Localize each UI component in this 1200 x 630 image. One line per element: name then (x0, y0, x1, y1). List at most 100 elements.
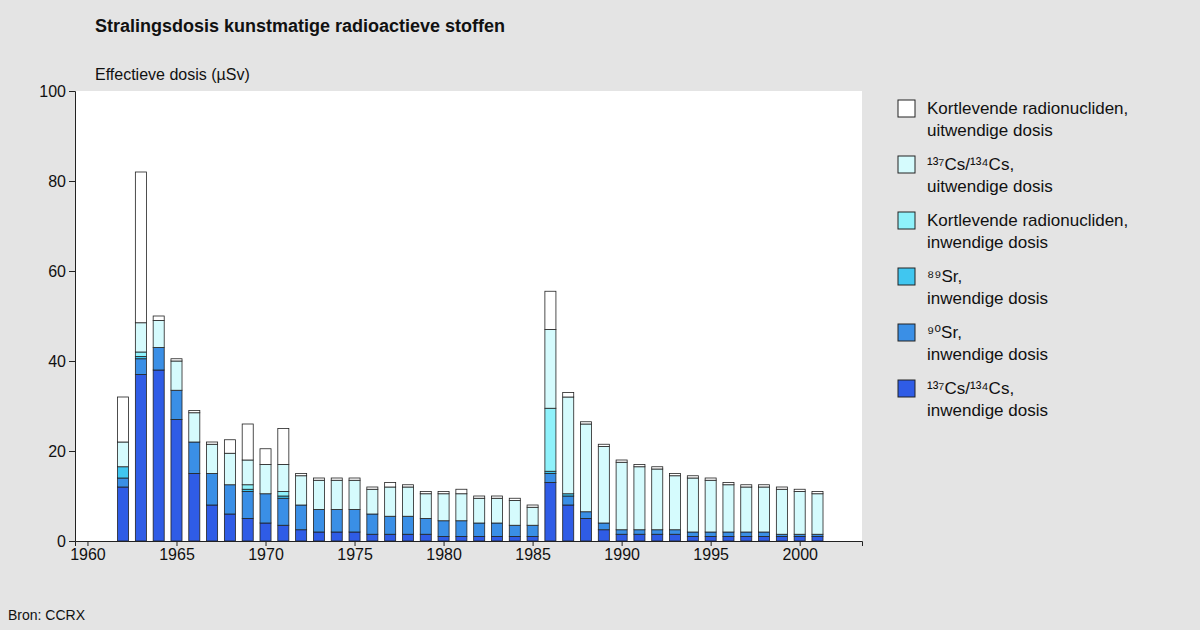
bar-segment (438, 494, 449, 521)
bar-segment (349, 478, 360, 480)
bar-segment (670, 474, 681, 476)
bar-segment (598, 444, 609, 446)
bar-segment (118, 478, 129, 487)
title: Stralingsdosis kunstmatige radioactieve … (95, 16, 505, 36)
bar-segment (616, 534, 627, 541)
x-tick-label: 1980 (426, 546, 462, 563)
y-axis-title: Effectieve dosis (µSv) (95, 66, 250, 83)
y-tick-mark (69, 361, 75, 362)
bar-segment (349, 532, 360, 541)
y-tick-label: 0 (57, 533, 66, 550)
bar-segment (207, 505, 218, 541)
y-tick-label: 100 (39, 83, 66, 100)
bar-segment (741, 532, 752, 537)
series-bars (118, 357, 574, 499)
bar-segment (153, 370, 164, 541)
legend-swatch (898, 268, 915, 285)
bar-segment (580, 519, 591, 542)
bar-segment (153, 321, 164, 348)
bar-segment (491, 496, 502, 498)
bar-segment (545, 291, 556, 329)
bar-segment (135, 375, 146, 542)
bar-segment (118, 467, 129, 478)
legend-label: ⁸⁹Sr,inwendige dosis (927, 267, 1048, 308)
bar-segment (670, 534, 681, 541)
x-tick-label: 2000 (782, 546, 818, 563)
x-tick-mark (355, 541, 356, 546)
bar-segment (385, 534, 396, 541)
bar-segment (224, 485, 235, 514)
bar-segment (616, 460, 627, 462)
y-tick-mark (69, 91, 75, 92)
bar-segment (687, 532, 698, 537)
bar-segment (794, 489, 805, 491)
bar-segment (420, 494, 431, 519)
bar-segment (402, 487, 413, 516)
bar-segment (580, 422, 591, 424)
bar-segment (349, 510, 360, 533)
bar-segment (705, 532, 716, 537)
bar-segment (634, 534, 645, 541)
bar-segment (189, 474, 200, 542)
bar-segment (207, 474, 218, 506)
bar-segment (563, 505, 574, 541)
bar-segment (509, 498, 520, 500)
bar-segment (296, 476, 307, 505)
bar-segment (438, 521, 449, 537)
x-tick-label: 1960 (70, 546, 106, 563)
x-tick: 1960 (70, 541, 106, 563)
bar-segment (349, 480, 360, 509)
legend-label: ⁹⁰Sr,inwendige dosis (927, 323, 1048, 364)
bar-segment (509, 537, 520, 542)
bar-segment (812, 537, 823, 542)
bar-segment (563, 397, 574, 494)
bar-segment (278, 492, 289, 497)
bar-segment (759, 485, 770, 487)
bar-segment (260, 494, 271, 523)
bar-segment (456, 494, 467, 521)
bar-segment (634, 465, 645, 467)
bar-segment (634, 530, 645, 535)
bar-segment (794, 492, 805, 535)
bar-segment (153, 316, 164, 321)
bar-segment (741, 487, 752, 532)
bar-segment (616, 530, 627, 535)
x-tick: 1990 (604, 541, 640, 563)
bar-segment (705, 478, 716, 480)
legend-swatch (898, 156, 915, 173)
legend-item: ⁸⁹Sr,inwendige dosis (898, 267, 1048, 308)
legend-item: Kortlevende radionucliden,uitwendige dos… (898, 99, 1128, 140)
bar-segment (456, 521, 467, 537)
bar-segment (456, 489, 467, 494)
series-bars (135, 352, 556, 496)
y-tick: 40 (48, 353, 75, 370)
bar-segment (171, 359, 182, 361)
bar-segment (563, 393, 574, 398)
bar-segment (687, 537, 698, 542)
bar-segment (242, 424, 253, 460)
y-tick-label: 80 (48, 173, 66, 190)
x-tick-label: 1965 (159, 546, 195, 563)
bar-segment (331, 532, 342, 541)
bar-segment (242, 519, 253, 542)
series-bars (118, 370, 823, 541)
bar-segment (402, 534, 413, 541)
y-tick: 80 (48, 173, 75, 190)
bar-segment (474, 498, 485, 523)
bar-segment (118, 397, 129, 442)
legend-swatch (898, 324, 915, 341)
bar-segment (563, 496, 574, 505)
bar-segment (367, 534, 378, 541)
bar-segment (474, 523, 485, 537)
bar-segment (260, 465, 271, 494)
bar-segment (242, 460, 253, 485)
bar-segment (527, 525, 538, 536)
bar-segment (207, 442, 218, 444)
bar-segment (652, 469, 663, 530)
bar-segment (296, 530, 307, 541)
bar-segment (189, 442, 200, 474)
bar-segment (278, 498, 289, 525)
bar-segment (456, 537, 467, 542)
bar-segment (474, 537, 485, 542)
x-tick-label: 1970 (248, 546, 284, 563)
